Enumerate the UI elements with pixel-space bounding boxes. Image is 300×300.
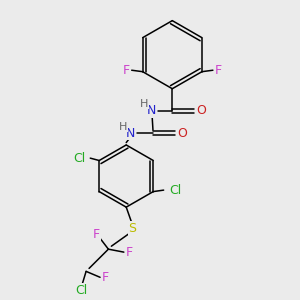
Text: Cl: Cl [76,284,88,297]
Text: Cl: Cl [169,184,181,196]
Text: F: F [123,64,130,77]
Text: N: N [147,104,156,117]
Text: F: F [93,228,100,241]
Text: N: N [126,127,135,140]
Text: F: F [126,246,133,259]
Text: F: F [102,271,109,284]
Text: O: O [177,127,187,140]
Text: O: O [196,104,206,117]
Text: S: S [128,222,136,235]
Text: F: F [215,64,222,77]
Text: H: H [140,98,148,109]
Text: Cl: Cl [73,152,85,165]
Text: H: H [119,122,128,132]
